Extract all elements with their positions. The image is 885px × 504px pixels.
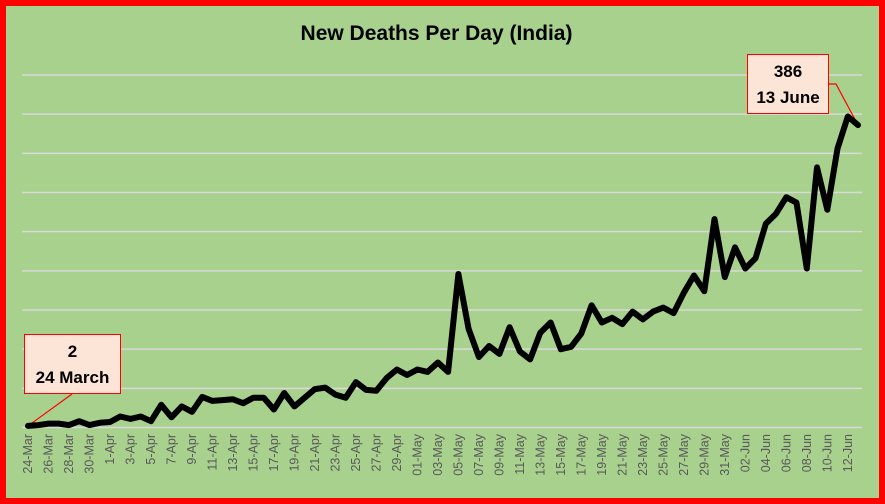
x-tick-label: 19-May xyxy=(595,433,609,475)
callout-start-label: 24 March xyxy=(35,368,110,387)
x-tick-label: 15-Apr xyxy=(246,434,260,472)
x-tick-label: 27-Apr xyxy=(369,434,383,472)
x-tick-label: 08-Jun xyxy=(800,434,814,472)
x-tick-label: 07-May xyxy=(472,433,486,475)
x-tick-label: 31-May xyxy=(718,433,732,475)
callout-start: 2 24 March xyxy=(24,334,121,394)
x-tick-label: 03-May xyxy=(431,433,445,475)
x-tick-label: 1-Apr xyxy=(103,434,117,465)
x-tick-label: 09-May xyxy=(492,433,506,475)
x-tick-label: 5-Apr xyxy=(144,434,158,465)
callout-leader-lines xyxy=(27,83,859,427)
leader-line-end xyxy=(829,83,859,126)
x-tick-label: 26-Mar xyxy=(41,434,55,474)
x-tick-label: 15-May xyxy=(554,433,568,475)
x-tick-label: 30-Mar xyxy=(82,434,96,474)
x-tick-label: 17-Apr xyxy=(267,434,281,472)
gridlines xyxy=(22,74,862,429)
x-tick-label: 12-Jun xyxy=(841,434,855,472)
x-tick-label: 21-May xyxy=(615,433,629,475)
x-tick-label: 25-Apr xyxy=(349,434,363,472)
x-tick-label: 06-Jun xyxy=(779,434,793,472)
x-tick-label: 19-Apr xyxy=(287,434,301,472)
x-tick-label: 23-Apr xyxy=(328,434,342,472)
x-tick-label: 3-Apr xyxy=(123,434,137,465)
x-tick-label: 28-Mar xyxy=(62,434,76,474)
callout-end: 386 13 June xyxy=(747,54,829,114)
x-tick-label: 23-May xyxy=(636,433,650,475)
x-tick-label: 21-Apr xyxy=(308,434,322,472)
x-tick-label: 25-May xyxy=(656,433,670,475)
x-tick-label: 7-Apr xyxy=(164,434,178,465)
x-tick-label: 29-Apr xyxy=(390,434,404,472)
chart-title: New Deaths Per Day (India) xyxy=(300,22,573,45)
callout-start-value: 2 xyxy=(67,342,78,361)
x-tick-label: 9-Apr xyxy=(185,434,199,465)
x-tick-label: 02-Jun xyxy=(738,434,752,472)
x-tick-label: 04-Jun xyxy=(759,434,773,472)
x-tick-label: 01-May xyxy=(410,433,424,475)
x-tick-label: 11-May xyxy=(513,433,527,475)
x-tick-label: 13-May xyxy=(533,433,547,475)
x-tick-label: 10-Jun xyxy=(820,434,834,472)
x-tick-label: 24-Mar xyxy=(21,434,35,474)
leader-line-start xyxy=(27,393,73,427)
series-line-new-deaths xyxy=(25,113,861,429)
x-tick-label: 05-May xyxy=(451,433,465,475)
x-tick-label: 29-May xyxy=(697,433,711,475)
x-tick-label: 17-May xyxy=(574,433,588,475)
callout-end-label: 13 June xyxy=(756,88,820,107)
x-tick-label: 27-May xyxy=(677,433,691,475)
x-axis-tick-labels: 24-Mar 26-Mar 28-Mar 30-Mar 1-Apr 3-Apr 5-Apr 7… xyxy=(21,433,855,475)
x-tick-label: 13-Apr xyxy=(226,434,240,472)
callout-end-value: 386 xyxy=(773,62,803,81)
x-tick-label: 11-Apr xyxy=(205,434,219,471)
